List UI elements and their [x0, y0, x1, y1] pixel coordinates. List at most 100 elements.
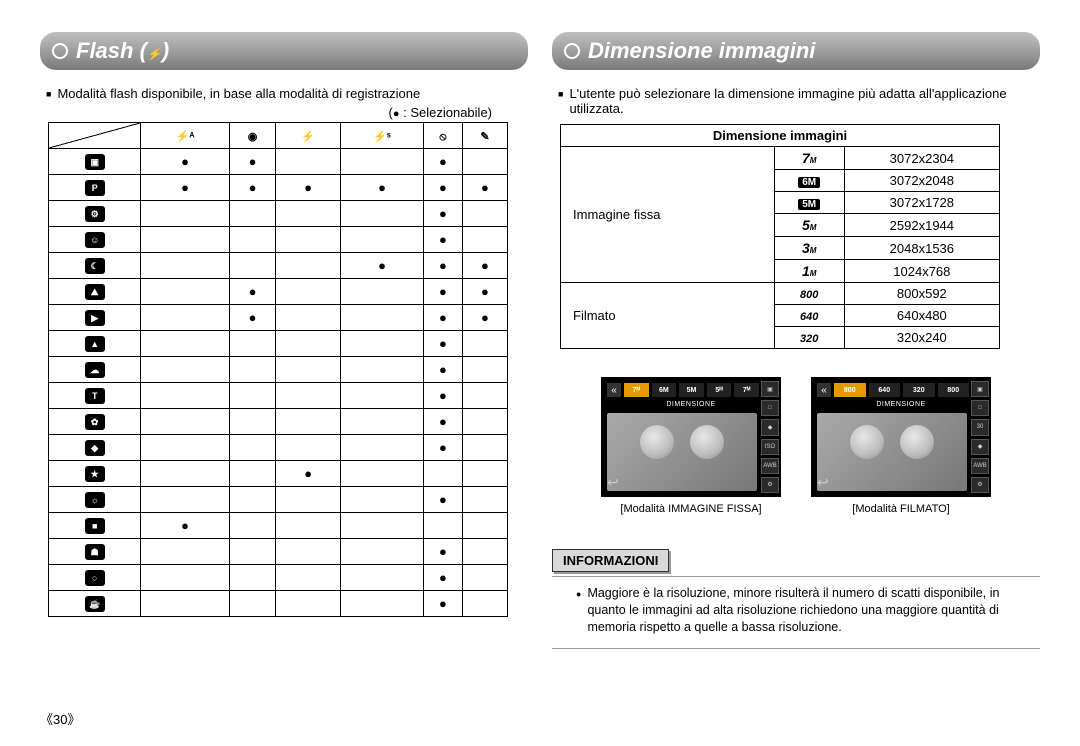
- preview-sidebar-item: ISO: [761, 439, 779, 455]
- preview-sidebar-item: □: [761, 400, 779, 416]
- preview-sidebar-item: ▣: [761, 381, 779, 397]
- preview-back-arrow-icon: ↩: [607, 474, 619, 491]
- dim-size-icon-cell: 640: [774, 305, 844, 327]
- flash-cell: [141, 539, 229, 565]
- dim-size-icon-cell: 7M: [774, 147, 844, 170]
- size-icon: 3M: [802, 240, 816, 256]
- flash-cell: [423, 461, 462, 487]
- flash-cell: [141, 201, 229, 227]
- flash-cell: [141, 435, 229, 461]
- dimension-table: Dimensione immagini Immagine fissa7M3072…: [560, 124, 1000, 349]
- preview-sidebar-item: □: [971, 400, 989, 416]
- dim-size-value: 3072x2304: [844, 147, 999, 170]
- mode-icon: ☕: [85, 596, 105, 612]
- preview-overlay-label: DIMENSIONE: [876, 401, 925, 408]
- flash-title-close: ): [162, 38, 169, 63]
- size-icon: 800: [800, 289, 818, 301]
- flash-cell: [462, 409, 507, 435]
- camera-preview: «7ᴹ6M5M5ᴹ7ᴹDIMENSIONE▣□◆ISOAWB⚙↩[Modalit…: [601, 377, 781, 515]
- flash-cell: [229, 539, 276, 565]
- preview-sidebar-item: AWB: [971, 458, 989, 474]
- flash-row-header: ⚙: [49, 201, 141, 227]
- flash-cell: [229, 409, 276, 435]
- info-box-body: Maggiore è la risoluzione, minore risult…: [552, 576, 1040, 649]
- preview-photo: [817, 413, 967, 491]
- flash-row-header: ○: [49, 565, 141, 591]
- size-icon: 640: [800, 311, 818, 323]
- preview-sidebar-item: AWB: [761, 458, 779, 474]
- preview-photo: [607, 413, 757, 491]
- size-icon: 1M: [802, 263, 816, 279]
- flash-cell: ●: [341, 175, 424, 201]
- preview-sidebar-item: ◆: [761, 419, 779, 435]
- flash-cell: [276, 201, 341, 227]
- flash-row-header: ◆: [49, 435, 141, 461]
- dim-group-label: Immagine fissa: [561, 147, 775, 283]
- flash-col-header: ✎: [462, 123, 507, 149]
- flash-cell: [341, 409, 424, 435]
- flash-cell: [141, 331, 229, 357]
- flash-cell: [462, 565, 507, 591]
- flash-cell: [141, 383, 229, 409]
- mode-icon: ☗: [85, 544, 105, 560]
- dim-header: Dimensione immagini: [561, 125, 1000, 147]
- legend-text: : Selezionabile): [400, 105, 493, 120]
- mode-icon: ☼: [85, 492, 105, 508]
- flash-cell: [462, 227, 507, 253]
- dim-size-icon-cell: 6M: [774, 170, 844, 192]
- flash-cell: [462, 461, 507, 487]
- flash-cell: [341, 513, 424, 539]
- legend-dot-icon: ●: [393, 108, 400, 120]
- preview-sidebar: ▣□30◆AWB⚙: [971, 381, 989, 493]
- flash-col-3: ⚡ˢ: [373, 131, 391, 143]
- flash-cell: [341, 383, 424, 409]
- flash-cell: ●: [423, 539, 462, 565]
- flash-cell: ●: [276, 461, 341, 487]
- flash-cell: ●: [341, 253, 424, 279]
- flash-col-header: ⚡: [276, 123, 341, 149]
- flash-cell: ●: [141, 513, 229, 539]
- flash-cell: [276, 227, 341, 253]
- preview-tab: 6M: [652, 383, 677, 397]
- flash-cell: ●: [423, 565, 462, 591]
- flash-cell: ●: [141, 175, 229, 201]
- flash-cell: [229, 383, 276, 409]
- flash-cell: ●: [462, 175, 507, 201]
- preview-sidebar-item: ▣: [971, 381, 989, 397]
- flash-col-header: ⚡ˢ: [341, 123, 424, 149]
- flash-cell: [341, 487, 424, 513]
- flash-cell: [229, 331, 276, 357]
- dim-size-value: 640x480: [844, 305, 999, 327]
- dim-size-value: 800x592: [844, 283, 999, 305]
- flash-cell: [462, 591, 507, 617]
- flash-cell: [276, 331, 341, 357]
- flash-cell: ●: [462, 279, 507, 305]
- flash-cell: ●: [423, 175, 462, 201]
- flash-cell: [341, 331, 424, 357]
- flash-cell: [341, 357, 424, 383]
- flash-row-header: ⛰: [49, 279, 141, 305]
- preview-tab: 640: [869, 383, 901, 397]
- preview-tab: 7ᴹ: [734, 383, 759, 397]
- flash-intro-line: Modalità flash disponibile, in base alla…: [40, 86, 528, 101]
- flash-cell: [276, 539, 341, 565]
- flash-cell: [229, 435, 276, 461]
- flash-cell: [341, 591, 424, 617]
- flash-cell: [229, 487, 276, 513]
- flash-cell: [341, 201, 424, 227]
- dim-size-value: 3072x2048: [844, 170, 999, 192]
- mode-icon: ▲: [85, 336, 105, 352]
- preview-topbar: «800640320800: [817, 383, 969, 397]
- flash-cell: [341, 435, 424, 461]
- flash-row-header: ☕: [49, 591, 141, 617]
- flash-legend: (● : Selezionabile): [40, 105, 528, 120]
- dim-size-value: 320x240: [844, 327, 999, 349]
- flash-cell: [341, 227, 424, 253]
- flash-col-header: ⚡ᴬ: [141, 123, 229, 149]
- dim-size-icon-cell: 5M: [774, 214, 844, 237]
- flash-row-header: ▶: [49, 305, 141, 331]
- flash-cell: ●: [423, 409, 462, 435]
- preview-screen: «800640320800DIMENSIONE▣□30◆AWB⚙↩: [811, 377, 991, 497]
- flash-cell: [276, 565, 341, 591]
- flash-cell: [141, 487, 229, 513]
